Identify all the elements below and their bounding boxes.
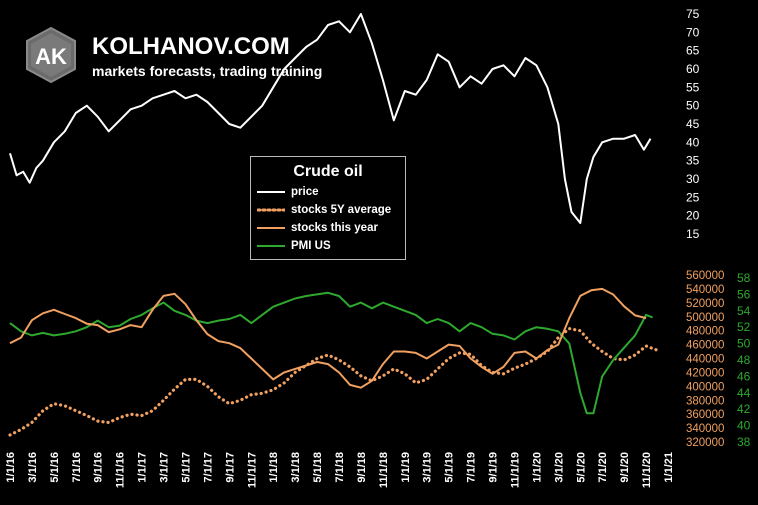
legend-swatch-stocks-year [257, 227, 285, 229]
series-line-price [9, 13, 652, 224]
stocks-tick-label: 460000 [686, 340, 724, 352]
date-tick-label: 9/1/17 [224, 452, 236, 483]
stocks-tick-label: 480000 [686, 326, 724, 338]
legend-item-price: price [251, 183, 405, 201]
price-tick-label: 30 [686, 172, 700, 186]
stocks-tick-label: 520000 [686, 298, 724, 310]
price-axis: 15 20 25 30 35 40 45 50 55 60 65 70 75 [686, 7, 700, 241]
legend-swatch-stocks-avg [257, 208, 285, 212]
price-tick-label: 75 [686, 7, 700, 21]
date-tick-label: 1/1/16 [5, 452, 17, 483]
series-line-stocks-5y-average [8, 327, 659, 437]
legend-label-price: price [291, 186, 319, 198]
brand-block: KOLHANOV.COM markets forecasts, trading … [92, 34, 322, 80]
date-tick-label: 5/1/17 [181, 452, 193, 483]
brand-tagline: markets forecasts, trading training [92, 63, 323, 79]
date-tick-label: 9/1/19 [488, 452, 500, 483]
stocks-tick-label: 320000 [686, 437, 724, 449]
legend-label-stocks-year: stocks this year [291, 222, 378, 234]
price-tick-label: 45 [686, 117, 700, 131]
pmi-axis: 38 40 42 44 46 48 50 52 54 56 58 [737, 271, 751, 449]
pmi-tick-label: 58 [737, 271, 751, 285]
chart-title: Crude oil [293, 163, 363, 180]
date-tick-label: 7/1/20 [597, 452, 609, 483]
stocks-axis: 320000 340000 360000 380000 400000 4200004400… [686, 270, 724, 449]
date-tick-label: 11/1/18 [378, 452, 390, 488]
pmi-tick-label: 54 [737, 304, 751, 318]
date-tick-label: 9/1/18 [356, 452, 368, 483]
pmi-tick-label: 38 [737, 435, 751, 449]
stocks-tick-label: 500000 [686, 312, 724, 324]
stocks-tick-label: 540000 [686, 284, 724, 296]
logo: AK [22, 26, 80, 84]
legend-item-stocks-avg: stocks 5Y average [251, 201, 405, 219]
date-tick-label: 1/1/20 [531, 452, 543, 483]
legend-item-pmi: PMI US [251, 237, 405, 255]
date-tick-label: 1/1/17 [137, 452, 149, 483]
ak-logo-icon: AK [26, 26, 76, 84]
date-tick-label: 9/1/20 [619, 452, 631, 483]
date-tick-label: 1/1/19 [400, 452, 412, 483]
series-line-pmi-us [9, 291, 653, 415]
brand-name: KOLHANOV.COM [92, 33, 290, 60]
stocks-tick-label: 380000 [686, 395, 724, 407]
price-tick-label: 65 [686, 44, 700, 58]
legend-label-pmi: PMI US [291, 240, 331, 252]
chart-series-layer [8, 13, 659, 437]
price-tick-label: 25 [686, 190, 700, 204]
pmi-tick-label: 48 [737, 353, 751, 367]
legend-item-stocks-year: stocks this year [251, 219, 405, 237]
legend-swatch-pmi [257, 245, 285, 247]
stocks-tick-label: 360000 [686, 409, 724, 421]
pmi-tick-label: 44 [737, 386, 751, 400]
series-line-stocks-this-year [9, 287, 647, 389]
price-tick-label: 35 [686, 154, 700, 168]
date-tick-label: 7/1/18 [334, 452, 346, 483]
date-tick-label: 5/1/18 [312, 452, 324, 483]
date-tick-label: 3/1/16 [27, 452, 39, 483]
pmi-tick-label: 50 [737, 337, 751, 351]
date-tick-label: 1/1/21 [663, 452, 675, 483]
price-tick-label: 60 [686, 62, 700, 76]
date-tick-label: 9/1/16 [93, 452, 105, 483]
svg-text:AK: AK [35, 44, 67, 69]
date-axis: 1/1/16 3/1/16 5/1/16 7/1/16 9/1/16 11/1/16 1/1… [5, 452, 675, 488]
date-tick-label: 3/1/17 [159, 452, 171, 483]
date-tick-label: 5/1/16 [49, 452, 61, 483]
pmi-tick-label: 42 [737, 402, 751, 416]
date-tick-label: 11/1/17 [246, 452, 258, 488]
date-tick-label: 3/1/19 [422, 452, 434, 483]
price-tick-label: 55 [686, 80, 700, 94]
price-tick-label: 50 [686, 99, 700, 113]
pmi-tick-label: 56 [737, 287, 751, 301]
date-tick-label: 7/1/16 [71, 452, 83, 483]
stocks-tick-label: 560000 [686, 270, 724, 282]
date-tick-label: 7/1/17 [202, 452, 214, 483]
stocks-tick-label: 340000 [686, 423, 724, 435]
date-tick-label: 1/1/18 [268, 452, 280, 483]
pmi-tick-label: 40 [737, 419, 751, 433]
price-tick-label: 40 [686, 135, 700, 149]
date-tick-label: 5/1/20 [575, 452, 587, 483]
date-tick-label: 3/1/18 [290, 452, 302, 483]
chart-legend: Crude oil price stocks 5Y average stocks… [250, 156, 406, 260]
date-tick-label: 5/1/19 [444, 452, 456, 483]
price-tick-label: 70 [686, 25, 700, 39]
date-tick-label: 11/1/19 [510, 452, 522, 488]
price-tick-label: 20 [686, 209, 700, 223]
stocks-tick-label: 420000 [686, 367, 724, 379]
legend-swatch-price [257, 191, 285, 193]
stocks-tick-label: 440000 [686, 354, 724, 366]
price-tick-label: 15 [686, 227, 700, 241]
date-tick-label: 3/1/20 [553, 452, 565, 483]
pmi-tick-label: 46 [737, 369, 751, 383]
date-tick-label: 7/1/19 [466, 452, 478, 483]
pmi-tick-label: 52 [737, 320, 751, 334]
date-tick-label: 11/1/16 [115, 452, 127, 488]
date-tick-label: 11/1/20 [641, 452, 653, 488]
stocks-tick-label: 400000 [686, 381, 724, 393]
legend-label-stocks-avg: stocks 5Y average [291, 204, 392, 216]
